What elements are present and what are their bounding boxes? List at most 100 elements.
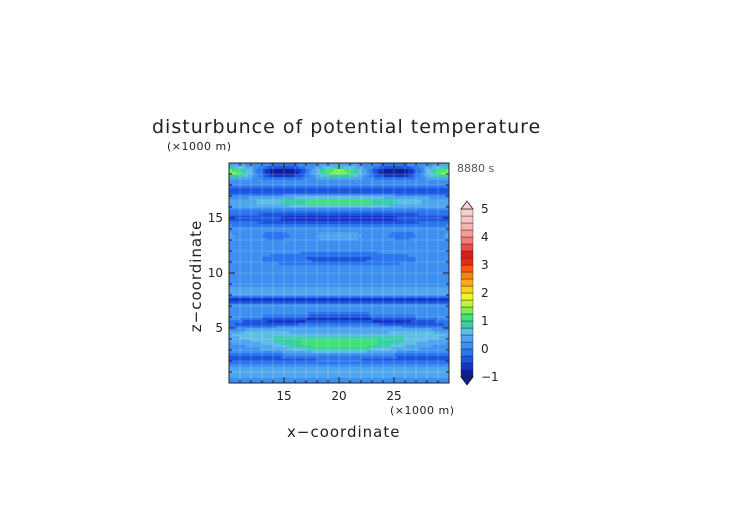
heatmap-cell <box>347 231 351 235</box>
heatmap-cell <box>391 281 395 285</box>
heatmap-cell <box>333 240 337 244</box>
heatmap-cell <box>234 223 238 227</box>
heatmap-cell <box>308 286 312 290</box>
heatmap-cell <box>372 270 376 274</box>
heatmap-cell <box>275 237 279 241</box>
heatmap-cell <box>358 218 362 222</box>
heatmap-cell <box>361 237 365 241</box>
heatmap-cell <box>270 333 274 337</box>
heatmap-cell <box>259 380 263 383</box>
heatmap-cell <box>286 306 290 310</box>
heatmap-cell <box>388 278 392 282</box>
heatmap-cell <box>308 174 312 178</box>
heatmap-cell <box>388 311 392 315</box>
heatmap-cell <box>308 361 312 365</box>
heatmap-cell <box>358 242 362 246</box>
heatmap-cell <box>300 377 304 381</box>
heatmap-cell <box>333 207 337 211</box>
heatmap-cell <box>248 330 252 334</box>
heatmap-cell <box>234 341 238 345</box>
heatmap-cell <box>341 317 345 321</box>
heatmap-cell <box>344 377 348 381</box>
heatmap-cell <box>234 262 238 266</box>
heatmap-cell <box>259 262 263 266</box>
heatmap-cell <box>308 284 312 288</box>
heatmap-cell <box>284 163 288 167</box>
heatmap-cell <box>380 220 384 224</box>
heatmap-cell <box>336 179 340 183</box>
heatmap-cell <box>363 251 367 255</box>
heatmap-cell <box>385 314 389 318</box>
heatmap-cell <box>383 253 387 257</box>
heatmap-cell <box>319 286 323 290</box>
heatmap-cell <box>297 350 301 354</box>
heatmap-cell <box>363 253 367 257</box>
heatmap-cell <box>391 303 395 307</box>
heatmap-cell <box>308 176 312 180</box>
heatmap-cell <box>344 369 348 373</box>
heatmap-cell <box>253 306 257 310</box>
heatmap-cell <box>234 377 238 381</box>
heatmap-cell <box>297 259 301 263</box>
heatmap-cell <box>267 325 271 329</box>
heatmap-cell <box>234 242 238 246</box>
heatmap-cell <box>267 229 271 233</box>
heatmap-cell <box>344 363 348 367</box>
heatmap-cell <box>229 352 233 356</box>
heatmap-cell <box>256 292 260 296</box>
heatmap-cell <box>306 270 310 274</box>
heatmap-cell <box>396 259 400 263</box>
heatmap-cell <box>300 297 304 301</box>
heatmap-cell <box>344 185 348 189</box>
heatmap-cell <box>336 267 340 271</box>
heatmap-cell <box>350 262 354 266</box>
heatmap-cell <box>385 333 389 337</box>
heatmap-cell <box>308 372 312 376</box>
heatmap-cell <box>396 347 400 351</box>
heatmap-cell <box>383 207 387 211</box>
heatmap-cell <box>259 245 263 249</box>
heatmap-cell <box>275 165 279 169</box>
heatmap-cell <box>333 363 337 367</box>
heatmap-cell <box>333 163 337 167</box>
heatmap-cell <box>374 204 378 208</box>
heatmap-cell <box>264 358 268 362</box>
heatmap-cell <box>270 204 274 208</box>
heatmap-cell <box>256 196 260 200</box>
heatmap-cell <box>374 336 378 340</box>
heatmap-cell <box>322 234 326 238</box>
heatmap-cell <box>311 240 315 244</box>
heatmap-cell <box>317 322 321 326</box>
heatmap-cell <box>311 259 315 263</box>
heatmap-cell <box>248 245 252 249</box>
heatmap-cell <box>396 341 400 345</box>
heatmap-cell <box>311 347 315 351</box>
heatmap-cell <box>314 322 318 326</box>
heatmap-cell <box>300 317 304 321</box>
heatmap-cell <box>292 289 296 293</box>
heatmap-cell <box>295 240 299 244</box>
heatmap-cell <box>341 256 345 260</box>
heatmap-cell <box>259 259 263 263</box>
heatmap-cell <box>289 328 293 332</box>
heatmap-cell <box>317 374 321 378</box>
heatmap-cell <box>314 198 318 202</box>
heatmap-cell <box>369 196 373 200</box>
heatmap-cell <box>259 363 263 367</box>
heatmap-cell <box>344 237 348 241</box>
heatmap-cell <box>275 231 279 235</box>
heatmap-cell <box>234 278 238 282</box>
heatmap-cell <box>336 174 340 178</box>
heatmap-cell <box>248 292 252 296</box>
heatmap-cell <box>251 339 255 343</box>
heatmap-cell <box>333 223 337 227</box>
heatmap-cell <box>303 267 307 271</box>
heatmap-cell <box>234 273 238 277</box>
heatmap-cell <box>336 204 340 208</box>
heatmap-cell <box>330 226 334 230</box>
heatmap-cell <box>306 212 310 216</box>
heatmap-cell <box>363 341 367 345</box>
heatmap-cell <box>380 292 384 296</box>
heatmap-cell <box>289 231 293 235</box>
heatmap-cell <box>372 229 376 233</box>
